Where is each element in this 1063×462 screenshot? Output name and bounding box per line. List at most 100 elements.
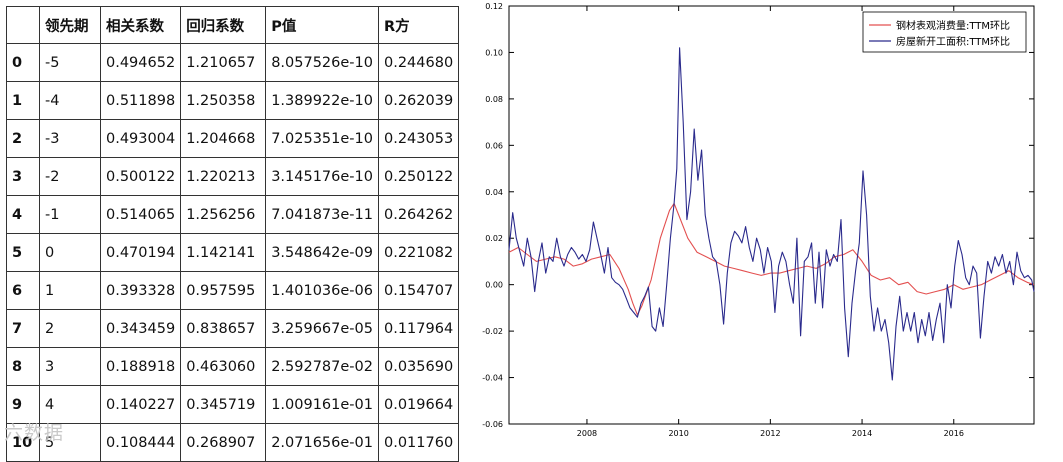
plot-area (508, 5, 1035, 425)
p-value-cell: 7.041873e-11 (265, 195, 379, 234)
lead-period-cell: -3 (39, 119, 101, 158)
regression-cell: 1.210657 (180, 43, 267, 82)
table-row: 5 0 0.470194 1.142141 3.548642e-09 0.221082 (6, 233, 460, 272)
header-regression: 回归系数 (180, 6, 267, 44)
y-tick-label: -0.02 (482, 327, 503, 336)
correlation-cell: 0.511898 (99, 81, 182, 120)
line-chart: 0.12 0.10 0.08 0.06 0.04 0.02 0.00 -0.02 -0.04 -0… (482, 2, 1035, 438)
row-index: 1 (6, 81, 40, 120)
row-index: 7 (6, 309, 40, 348)
lead-period-cell: -2 (39, 157, 101, 196)
row-index: 9 (6, 385, 40, 424)
regression-cell: 0.838657 (180, 309, 267, 348)
x-tick-label: 2012 (760, 429, 780, 438)
p-value-cell: 8.057526e-10 (265, 43, 379, 82)
r-squared-cell: 0.019664 (377, 385, 460, 424)
correlation-cell: 0.343459 (99, 309, 182, 348)
p-value-cell: 1.389922e-10 (265, 81, 379, 120)
x-tick-label: 2010 (668, 429, 688, 438)
table-row: 0 -5 0.494652 1.210657 8.057526e-10 0.244680 (6, 43, 460, 82)
lead-period-cell: 2 (39, 309, 101, 348)
lead-period-cell: -4 (39, 81, 101, 120)
y-tick-label: 0.06 (485, 141, 503, 150)
watermark: 六数据 (4, 422, 65, 444)
p-value-cell: 2.071656e-01 (265, 423, 379, 462)
row-index: 2 (6, 119, 40, 158)
legend-label-housing: 房屋新开工面积:TTM环比 (896, 35, 1010, 48)
p-value-cell: 3.145176e-10 (265, 157, 379, 196)
header-index (6, 6, 40, 44)
regression-cell: 1.250358 (180, 81, 267, 120)
y-tick-label: 0.02 (485, 234, 503, 243)
table-row: 2 -3 0.493004 1.204668 7.025351e-10 0.243053 (6, 119, 460, 158)
correlation-cell: 0.493004 (99, 119, 182, 158)
header-lead-period: 领先期 (39, 6, 101, 44)
table-row: 8 3 0.188918 0.463060 2.592787e-02 0.035690 (6, 347, 460, 386)
table-row: 6 1 0.393328 0.957595 1.401036e-06 0.154707 (6, 271, 460, 310)
regression-table-panel: 领先期 相关系数 回归系数 P值 R方 0 -5 0.494652 1.210657 8… (6, 6, 462, 462)
regression-cell: 0.463060 (180, 347, 267, 386)
y-tick-label: -0.04 (482, 374, 503, 383)
y-tick-label: 0.12 (485, 2, 503, 11)
legend-box (862, 11, 1027, 53)
correlation-cell: 0.470194 (99, 233, 182, 272)
r-squared-cell: 0.262039 (377, 81, 460, 120)
regression-cell: 1.220213 (180, 157, 267, 196)
correlation-cell: 0.188918 (99, 347, 182, 386)
regression-cell: 0.345719 (180, 385, 267, 424)
table-row: 9 4 0.140227 0.345719 1.009161e-01 0.019664 (6, 385, 460, 424)
x-tick-label: 2016 (944, 429, 964, 438)
r-squared-cell: 0.250122 (377, 157, 460, 196)
table-header-row: 领先期 相关系数 回归系数 P值 R方 (6, 6, 460, 44)
legend-label-steel: 钢材表观消费量:TTM环比 (896, 19, 1010, 32)
lead-period-cell: 0 (39, 233, 101, 272)
y-tick-label: 0.10 (485, 48, 503, 57)
r-squared-cell: 0.264262 (377, 195, 460, 234)
lead-period-cell: 3 (39, 347, 101, 386)
correlation-cell: 0.393328 (99, 271, 182, 310)
table-row: 10 5 0.108444 0.268907 2.071656e-01 0.011760 (6, 423, 460, 462)
correlation-cell: 0.140227 (99, 385, 182, 424)
r-squared-cell: 0.221082 (377, 233, 460, 272)
correlation-cell: 0.514065 (99, 195, 182, 234)
row-index: 4 (6, 195, 40, 234)
regression-table: 领先期 相关系数 回归系数 P值 R方 0 -5 0.494652 1.210657 8… (6, 6, 460, 462)
table-row: 3 -2 0.500122 1.220213 3.145176e-10 0.250122 (6, 157, 460, 196)
p-value-cell: 3.548642e-09 (265, 233, 379, 272)
row-index: 3 (6, 157, 40, 196)
row-index: 6 (6, 271, 40, 310)
regression-cell: 1.256256 (180, 195, 267, 234)
p-value-cell: 7.025351e-10 (265, 119, 379, 158)
regression-cell: 1.142141 (180, 233, 267, 272)
p-value-cell: 3.259667e-05 (265, 309, 379, 348)
row-index: 0 (6, 43, 40, 82)
table-row: 4 -1 0.514065 1.256256 7.041873e-11 0.264262 (6, 195, 460, 234)
r-squared-cell: 0.154707 (377, 271, 460, 310)
y-tick-label: -0.06 (482, 420, 503, 429)
p-value-cell: 1.401036e-06 (265, 271, 379, 310)
table-row: 7 2 0.343459 0.838657 3.259667e-05 0.117964 (6, 309, 460, 348)
header-correlation: 相关系数 (99, 6, 182, 44)
table-row: 1 -4 0.511898 1.250358 1.389922e-10 0.262039 (6, 81, 460, 120)
row-index: 8 (6, 347, 40, 386)
regression-cell: 1.204668 (180, 119, 267, 158)
correlation-cell: 0.108444 (99, 423, 182, 462)
row-index: 5 (6, 233, 40, 272)
y-tick-label: 0.08 (485, 95, 503, 104)
p-value-cell: 1.009161e-01 (265, 385, 379, 424)
r-squared-cell: 0.244680 (377, 43, 460, 82)
p-value-cell: 2.592787e-02 (265, 347, 379, 386)
header-r-squared: R方 (377, 6, 460, 44)
header-p-value: P值 (265, 6, 379, 44)
lead-period-cell: -5 (39, 43, 101, 82)
r-squared-cell: 0.117964 (377, 309, 460, 348)
r-squared-cell: 0.243053 (377, 119, 460, 158)
correlation-cell: 0.500122 (99, 157, 182, 196)
series-line-housing-starts (508, 47, 1035, 381)
y-tick-label: 0.04 (485, 188, 503, 197)
r-squared-cell: 0.011760 (377, 423, 460, 462)
y-tick-label: 0.00 (485, 281, 503, 290)
x-tick-label: 2008 (577, 429, 597, 438)
table-body: 0 -5 0.494652 1.210657 8.057526e-10 0.244680 1… (6, 43, 460, 462)
regression-cell: 0.957595 (180, 271, 267, 310)
